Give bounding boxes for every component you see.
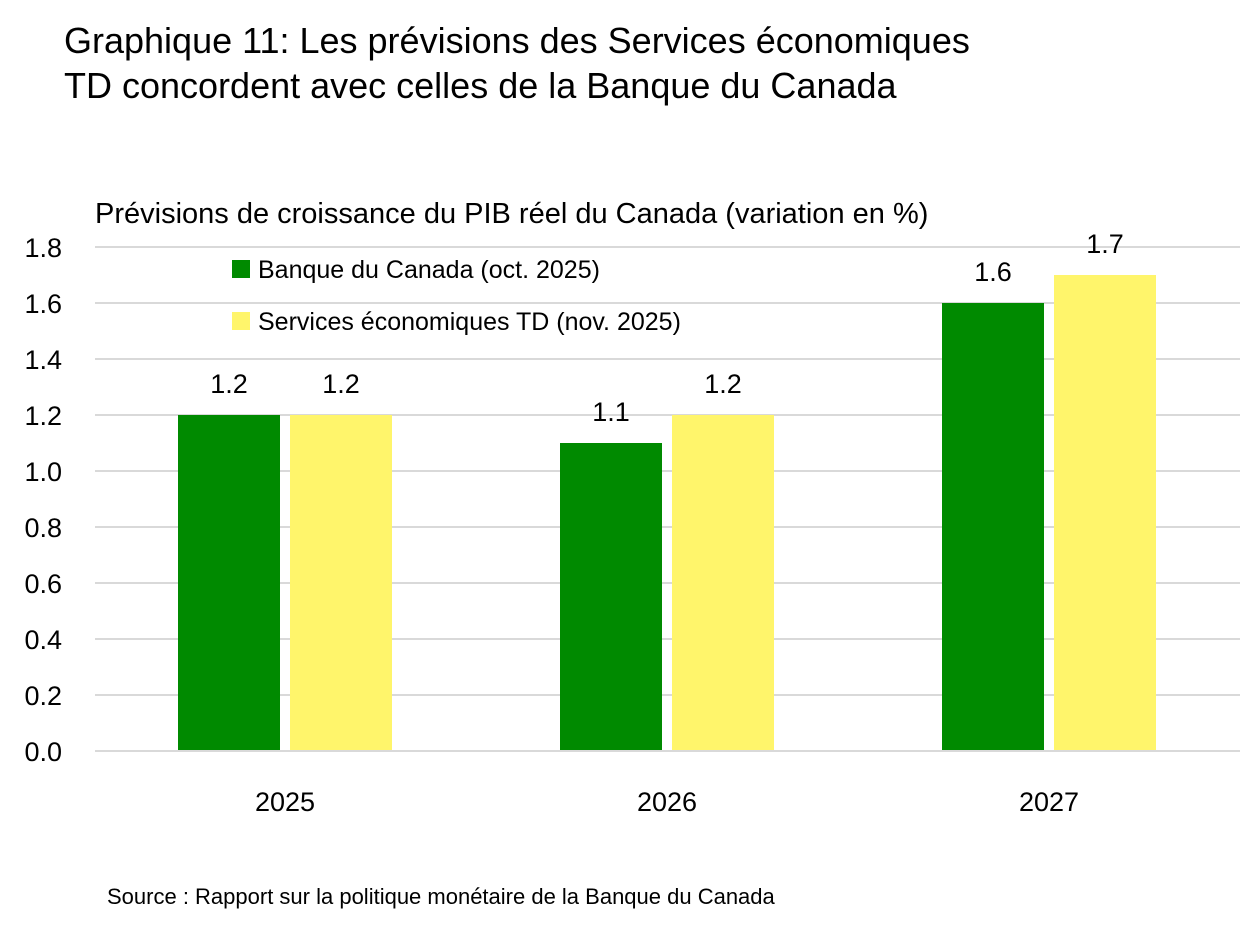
y-tick-label: 1.6	[24, 289, 62, 319]
data-label: 1.7	[1086, 229, 1124, 259]
bar-boc-2027	[942, 303, 1044, 751]
y-tick-label: 1.2	[24, 401, 62, 431]
bar-td-2026	[672, 415, 774, 751]
data-label: 1.6	[974, 257, 1012, 287]
y-tick-label: 1.0	[24, 457, 62, 487]
x-tick-label: 2025	[255, 787, 315, 817]
legend-label: Banque du Canada (oct. 2025)	[258, 256, 600, 284]
data-label: 1.2	[322, 369, 360, 399]
x-tick-label: 2026	[637, 787, 697, 817]
source-note: Source : Rapport sur la politique monéta…	[107, 884, 775, 909]
x-tick-label: 2027	[1019, 787, 1079, 817]
y-tick-label: 1.8	[24, 233, 62, 263]
chart-subtitle: Prévisions de croissance du PIB réel du …	[95, 198, 929, 230]
bar-boc-2025	[178, 415, 280, 751]
bar-td-2027	[1054, 275, 1156, 751]
data-label: 1.2	[210, 369, 248, 399]
data-label: 1.2	[704, 369, 742, 399]
bar-td-2025	[290, 415, 392, 751]
legend-swatch	[232, 260, 250, 278]
y-tick-label: 0.0	[24, 737, 62, 767]
data-label: 1.1	[592, 397, 630, 427]
y-tick-label: 0.4	[24, 625, 62, 655]
legend-swatch	[232, 312, 250, 330]
y-tick-label: 0.6	[24, 569, 62, 599]
legend-label: Services économiques TD (nov. 2025)	[258, 308, 681, 336]
y-tick-label: 1.4	[24, 345, 62, 375]
chart-title: Graphique 11: Les prévisions des Service…	[64, 20, 970, 106]
bar-boc-2026	[560, 443, 662, 751]
y-tick-label: 0.2	[24, 681, 62, 711]
y-tick-label: 0.8	[24, 513, 62, 543]
